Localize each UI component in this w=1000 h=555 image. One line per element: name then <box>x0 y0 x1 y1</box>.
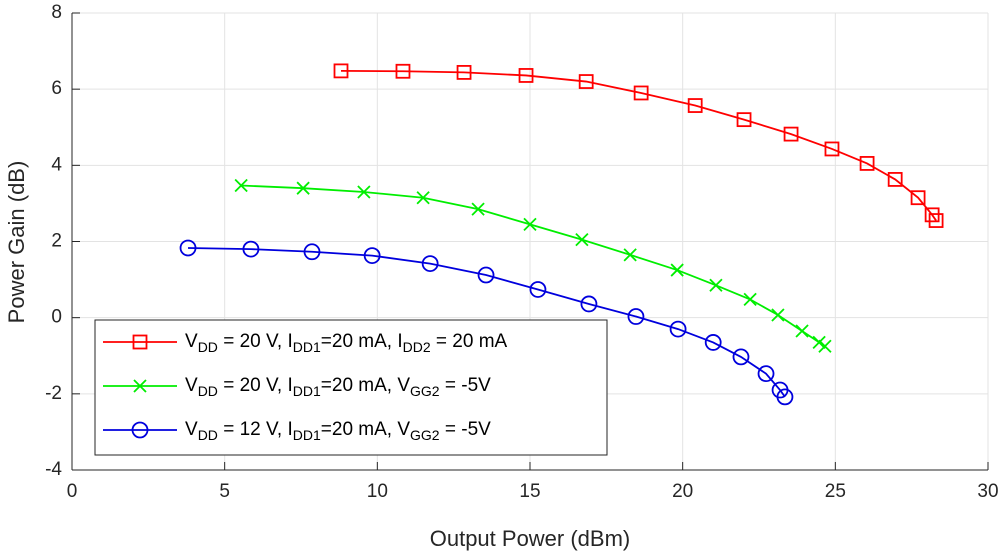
y-tick-label: -2 <box>45 383 62 404</box>
y-tick-label: 4 <box>51 154 62 175</box>
marker <box>363 247 381 264</box>
x-tick-label: 10 <box>367 481 388 502</box>
marker <box>627 308 645 325</box>
marker <box>575 232 589 247</box>
y-tick-label: -4 <box>45 459 62 480</box>
x-tick-label: 20 <box>672 481 693 502</box>
x-axis-title: Output Power (dBm) <box>430 526 631 551</box>
marker <box>623 248 637 262</box>
legend-box <box>94 319 608 456</box>
marker <box>757 365 775 383</box>
marker <box>296 181 310 195</box>
marker <box>669 320 687 338</box>
marker <box>732 348 750 366</box>
marker <box>887 172 903 187</box>
marker <box>456 65 472 80</box>
marker <box>776 388 794 406</box>
marker <box>471 202 485 216</box>
marker <box>812 335 826 350</box>
marker <box>771 308 785 322</box>
marker <box>421 255 439 272</box>
marker <box>687 98 703 113</box>
legend: VDD = 20 V, IDD1=20 mA, IDD2 = 20 mA VDD … <box>94 319 608 456</box>
marker <box>179 239 197 257</box>
marker <box>333 63 349 79</box>
marker <box>709 278 723 292</box>
series-line <box>188 247 786 398</box>
marker <box>303 243 321 261</box>
y-tick-label: 8 <box>51 2 62 23</box>
y-tick-label: 2 <box>51 231 62 252</box>
marker <box>670 263 684 277</box>
marker <box>704 334 722 351</box>
y-axis-title: Power Gain (dB) <box>4 161 29 324</box>
marker <box>133 379 147 393</box>
marker <box>859 156 875 171</box>
marker <box>242 240 260 258</box>
series-line <box>340 69 937 222</box>
x-tick-label: 25 <box>825 481 846 502</box>
marker <box>518 68 534 83</box>
marker <box>910 190 926 206</box>
legend-label: VDD = 20 V, IDD1=20 mA, VGG2 = -5V <box>185 375 491 399</box>
marker <box>529 281 547 298</box>
marker <box>416 191 430 205</box>
legend-label: VDD = 12 V, IDD1=20 mA, VGG2 = -5V <box>185 419 491 443</box>
marker <box>357 185 371 199</box>
marker <box>633 85 649 101</box>
x-tick-label: 0 <box>67 481 78 502</box>
legend-label: VDD = 20 V, IDD1=20 mA, IDD2 = 20 mA <box>185 331 508 355</box>
marker <box>131 421 149 439</box>
marker <box>578 74 594 89</box>
y-tick-label: 0 <box>51 307 62 328</box>
marker <box>824 141 840 157</box>
marker <box>795 324 809 338</box>
x-tick-label: 15 <box>519 481 540 502</box>
marker <box>234 178 248 193</box>
marker <box>736 112 752 128</box>
marker <box>818 339 832 353</box>
marker <box>580 295 598 313</box>
x-tick-label: 5 <box>219 481 230 502</box>
marker <box>743 292 757 307</box>
marker <box>395 63 411 79</box>
marker <box>783 126 799 142</box>
marker <box>132 334 148 350</box>
x-tick-label: 30 <box>977 481 998 502</box>
marker <box>928 213 944 228</box>
marker <box>477 266 495 284</box>
marker <box>523 217 537 231</box>
y-tick-label: 6 <box>51 78 62 99</box>
